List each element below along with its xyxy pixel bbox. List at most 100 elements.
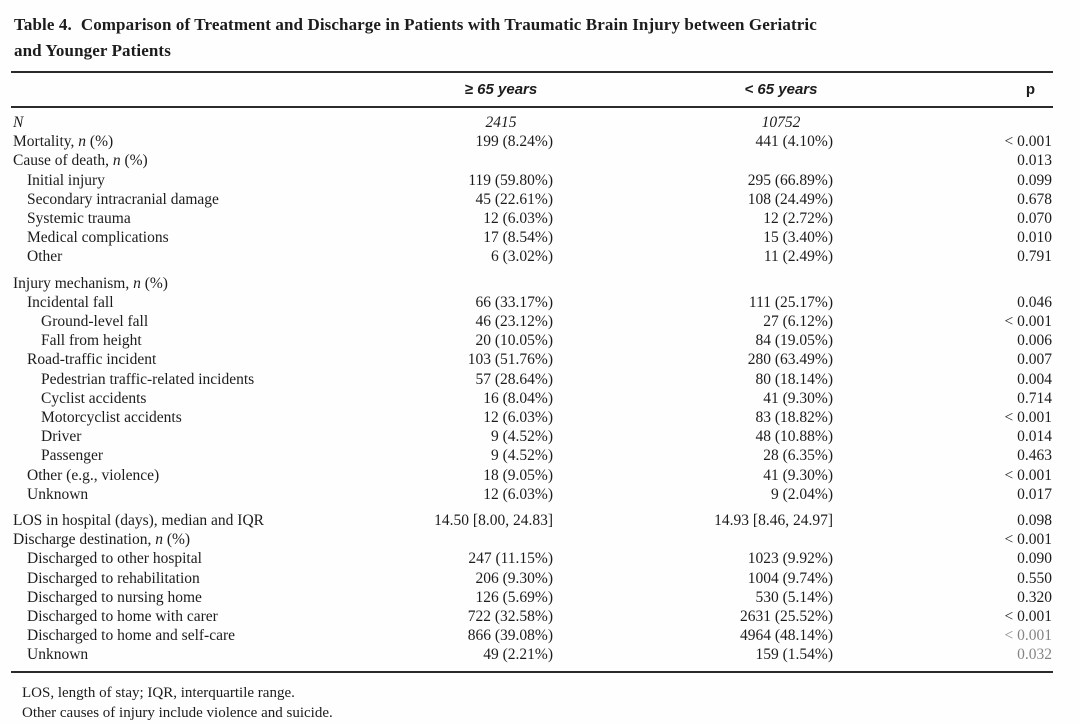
table-row: Fall from height 20 (10.05%) 84 (19.05%) 0.… (11, 331, 1053, 350)
value-ge65: 45 (22.61%) (475, 190, 554, 208)
row-label: Secondary intracranial damage (27, 190, 219, 208)
value-ge65: 866 (39.08%) (467, 627, 553, 645)
footnote-other-causes: Other causes of injury include violence … (22, 705, 333, 722)
value-lt65: 48 (10.88%) (755, 428, 834, 446)
row-label: Initial injury (27, 171, 105, 189)
value-ge65: 57 (28.64%) (475, 370, 554, 388)
value-lt65: 15 (3.40%) (763, 229, 833, 247)
value-lt65: 83 (18.82%) (755, 409, 834, 427)
footnote-abbreviations: LOS, length of stay; IQR, interquartile … (22, 684, 295, 701)
comparison-table: ≥ 65 years < 65 years p N 2415 10752 Mortal… (11, 71, 1053, 673)
value-lt65: 4964 (48.14%) (740, 627, 833, 645)
p-value: 0.046 (1017, 293, 1052, 311)
table-row: Discharged to rehabilitation 206 (9.30%) 1… (11, 569, 1053, 588)
table-row: Initial injury 119 (59.80%) 295 (66.89%) 0.… (11, 171, 1053, 190)
table-row: Discharged to nursing home 126 (5.69%) 530… (11, 588, 1053, 607)
value-ge65: 9 (4.52%) (491, 447, 553, 465)
table-row: Secondary intracranial damage 45 (22.61%)… (11, 190, 1053, 209)
p-value: 0.013 (1017, 152, 1052, 170)
value-ge65: 12 (6.03%) (483, 409, 553, 427)
table-row: Ground-level fall 46 (23.12%) 27 (6.12%) < … (11, 312, 1053, 331)
value-ge65: 722 (32.58%) (467, 608, 553, 626)
p-value: 0.070 (1017, 210, 1052, 228)
value-lt65: 12 (2.72%) (763, 210, 833, 228)
value-lt65 (561, 151, 841, 170)
row-label: Cyclist accidents (41, 389, 147, 407)
value-ge65 (361, 267, 561, 293)
value-lt65: 41 (9.30%) (763, 466, 833, 484)
value-lt65: 9 (2.04%) (771, 485, 833, 503)
value-ge65: 206 (9.30%) (475, 569, 554, 587)
value-ge65: 16 (8.04%) (483, 389, 553, 407)
value-lt65: 14.93 [8.46, 24.97] (714, 512, 833, 530)
row-label: Discharge destination, n (%) (13, 531, 191, 549)
value-lt65: 2631 (25.52%) (740, 608, 833, 626)
p-value: 0.098 (1017, 512, 1052, 530)
value-ge65: 17 (8.54%) (483, 229, 553, 247)
p-value: < 0.001 (1004, 627, 1053, 645)
table-row: Driver 9 (4.52%) 48 (10.88%) 0.014 (11, 427, 1053, 446)
row-label: Cause of death, n (%) (13, 152, 148, 170)
table-row: Mortality, n (%) 199 (8.24%) 441 (4.10%) < … (11, 132, 1053, 151)
value-lt65: 530 (5.14%) (755, 588, 834, 606)
value-lt65: 27 (6.12%) (763, 313, 833, 331)
value-ge65: 199 (8.24%) (475, 133, 554, 151)
row-label: Discharged to home with carer (27, 608, 218, 626)
value-ge65: 14.50 [8.00, 24.83] (434, 512, 553, 530)
row-label: Ground-level fall (41, 313, 149, 331)
value-lt65: 111 (25.17%) (748, 293, 833, 311)
row-label: Other (27, 248, 63, 266)
row-label: Fall from height (41, 332, 142, 350)
table-row: Other (e.g., violence) 18 (9.05%) 41 (9.30… (11, 466, 1053, 485)
value-ge65: 119 (59.80%) (468, 171, 553, 189)
table-row: Cyclist accidents 16 (8.04%) 41 (9.30%) 0.7… (11, 389, 1053, 408)
row-label: Discharged to rehabilitation (27, 569, 200, 587)
p-value: 0.032 (1017, 646, 1052, 664)
value-lt65: 1023 (9.92%) (747, 550, 833, 568)
header-empty (11, 72, 361, 108)
p-value: 0.090 (1017, 550, 1052, 568)
value-lt65: 41 (9.30%) (763, 389, 833, 407)
value-ge65 (361, 530, 561, 549)
p-value: 0.010 (1017, 229, 1052, 247)
table-row: Pedestrian traffic-related incidents 57 (… (11, 370, 1053, 389)
row-label: Systemic trauma (27, 210, 131, 228)
row-label: Passenger (41, 447, 103, 465)
p-value: < 0.001 (1004, 313, 1053, 331)
table-row: Other 6 (3.02%) 11 (2.49%) 0.791 (11, 247, 1053, 266)
value-ge65: 12 (6.03%) (483, 210, 553, 228)
row-label: Medical complications (27, 229, 169, 247)
row-label: Driver (41, 428, 82, 446)
value-ge65: 6 (3.02%) (491, 248, 553, 266)
table-row: Motorcyclist accidents 12 (6.03%) 83 (18.8… (11, 408, 1053, 427)
value-lt65: 108 (24.49%) (747, 190, 833, 208)
row-label: Unknown (27, 485, 89, 503)
value-ge65: 20 (10.05%) (475, 332, 554, 350)
row-label: Motorcyclist accidents (41, 409, 182, 427)
table-row: LOS in hospital (days), median and IQR 14… (11, 504, 1053, 530)
value-lt65: 1004 (9.74%) (747, 569, 833, 587)
table-row: Discharge destination, n (%) < 0.001 (11, 530, 1053, 549)
table-title-line2: and Younger Patients (14, 41, 171, 60)
table-number: Table 4. (14, 15, 72, 34)
row-label: Unknown (27, 646, 89, 664)
header-row: ≥ 65 years < 65 years p (11, 72, 1053, 108)
p-value: 0.463 (1017, 447, 1052, 465)
table-title: Table 4. Comparison of Treatment and Disc… (0, 0, 974, 64)
value-lt65: 10752 (761, 114, 801, 131)
value-ge65: 103 (51.76%) (467, 351, 553, 369)
header-lt65: < 65 years (561, 72, 841, 108)
table-row: Injury mechanism, n (%) (11, 267, 1053, 293)
row-label: Injury mechanism, n (%) (13, 274, 168, 292)
p-value: 0.791 (1017, 248, 1052, 266)
p-value: < 0.001 (1004, 466, 1053, 484)
p-value (841, 107, 1053, 132)
table-row: Systemic trauma 12 (6.03%) 12 (2.72%) 0.070 (11, 209, 1053, 228)
p-value: < 0.001 (1004, 409, 1053, 427)
value-lt65: 295 (66.89%) (747, 171, 833, 189)
table-row: Passenger 9 (4.52%) 28 (6.35%) 0.463 (11, 446, 1053, 465)
value-ge65 (361, 151, 561, 170)
table-row: Discharged to home and self-care 866 (39.… (11, 626, 1053, 645)
table-row: N 2415 10752 (11, 107, 1053, 132)
